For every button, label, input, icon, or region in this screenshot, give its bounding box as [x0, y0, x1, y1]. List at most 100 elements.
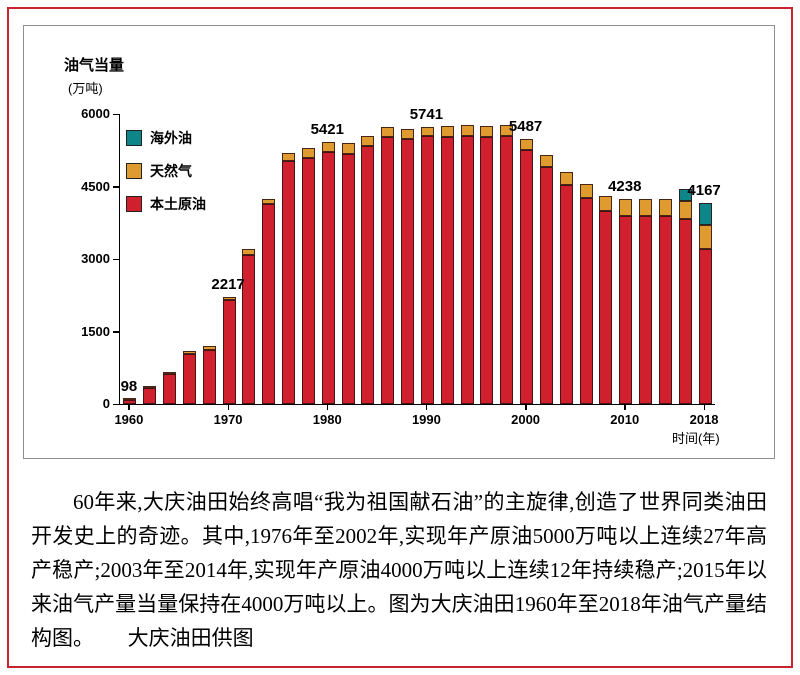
x-tick-mark — [326, 405, 329, 410]
red-border-frame: 油气当量 (万吨) 海外油 天然气 本土原油 时间(年) 0 1500 3000 4500… — [7, 7, 793, 668]
bar-segment — [678, 219, 692, 404]
plot-area — [119, 114, 715, 405]
bar — [460, 125, 474, 404]
bar — [123, 397, 137, 404]
bar — [579, 184, 593, 404]
bar — [539, 155, 553, 404]
y-tick-label: 0 — [102, 396, 110, 411]
bar-segment — [460, 135, 474, 404]
legend-item: 天然气 — [126, 161, 206, 181]
bar-segment — [321, 151, 335, 404]
bar-segment — [282, 152, 296, 161]
bar-segment — [639, 198, 653, 216]
bar-segment — [301, 158, 315, 404]
bar — [182, 350, 196, 404]
caption-paragraph: 60年来,大庆油田始终高唱“我为祖国献石油”的主旋律,创造了世界同类油田开发史上… — [31, 485, 767, 655]
bar-segment — [440, 136, 454, 404]
bar — [599, 196, 613, 404]
bar — [559, 172, 573, 404]
bar-segment — [262, 204, 276, 404]
bar-segment — [639, 215, 653, 404]
bar-value-label: 2217 — [211, 275, 245, 293]
bar-segment — [698, 202, 712, 226]
bar-segment — [242, 255, 256, 404]
bar — [381, 126, 395, 404]
bar-segment — [599, 196, 613, 211]
bar — [480, 125, 494, 404]
bar — [678, 188, 692, 404]
bar-segment — [579, 184, 593, 199]
bar — [440, 126, 454, 404]
bar-segment — [301, 147, 315, 159]
bar-value-label: 5741 — [409, 105, 444, 123]
x-tick-mark — [128, 405, 130, 410]
bar — [619, 199, 633, 404]
bar-segment — [480, 125, 494, 137]
bar — [262, 198, 276, 404]
chart-legend: 海外油天然气本土原油 — [126, 128, 206, 227]
x-tick-label: 2000 — [511, 412, 541, 427]
bar-segment — [163, 374, 177, 404]
legend-label: 本土原油 — [150, 196, 206, 212]
bar-segment — [202, 350, 216, 404]
y-axis-unit: (万吨) — [68, 81, 103, 96]
bar-segment — [361, 135, 375, 147]
bar-segment — [658, 216, 672, 404]
bar-segment — [599, 210, 613, 404]
y-tick-label: 1500 — [81, 323, 110, 339]
bar — [282, 152, 296, 404]
x-tick-mark — [703, 405, 706, 410]
y-tick-mark — [113, 258, 119, 260]
bar-segment — [182, 353, 196, 404]
x-axis-title: 时间(年) — [672, 431, 720, 446]
bar — [242, 249, 256, 404]
bar-segment — [678, 201, 692, 220]
bar-value-label: 4238 — [608, 178, 642, 196]
y-tick-mark — [113, 331, 119, 333]
figure-caption: 60年来,大庆油田始终高唱“我为祖国献石油”的主旋律,创造了世界同类油田开发史上… — [31, 485, 767, 655]
bar — [361, 135, 375, 404]
x-tick-mark — [227, 405, 230, 410]
bar-segment — [559, 185, 573, 404]
bar-segment — [698, 225, 712, 250]
bar-segment — [539, 155, 553, 168]
bar-segment — [123, 397, 137, 400]
x-tick-label: 1980 — [312, 412, 342, 427]
bar-segment — [500, 124, 514, 136]
legend-swatch — [126, 163, 142, 179]
legend-item: 海外油 — [126, 128, 206, 148]
bar-segment — [242, 249, 256, 256]
bar — [143, 386, 157, 404]
bar-value-label: 98 — [120, 378, 138, 396]
x-tick-label: 2010 — [610, 412, 640, 427]
legend-label: 海外油 — [150, 130, 192, 146]
x-tick-mark — [425, 405, 428, 410]
bar — [639, 198, 653, 404]
bar-segment — [381, 137, 395, 404]
bar-segment — [619, 199, 633, 216]
bar-segment — [222, 296, 236, 301]
bar-segment — [163, 372, 177, 375]
y-tick-label: 3000 — [81, 251, 110, 266]
y-tick-label: 6000 — [81, 106, 110, 121]
caption-text: 60年来,大庆油田始终高唱“我为祖国献石油”的主旋律,创造了世界同类油田开发史上… — [31, 490, 767, 650]
x-tick-label: 1970 — [213, 412, 243, 427]
caption-credit: 大庆油田供图 — [127, 626, 254, 650]
bar-segment — [658, 198, 672, 217]
bar — [500, 124, 514, 404]
bar — [202, 346, 216, 404]
bar — [163, 372, 177, 404]
bar-segment — [678, 188, 692, 202]
x-tick-label: 1960 — [114, 412, 144, 427]
bar-segment — [520, 150, 534, 404]
bar-segment — [143, 386, 157, 389]
bar-value-label: 5421 — [310, 120, 344, 138]
bar-segment — [341, 143, 355, 154]
bar-segment — [698, 249, 712, 404]
bar-segment — [539, 167, 553, 404]
legend-item: 本土原油 — [126, 194, 206, 214]
chart-panel: 油气当量 (万吨) 海外油 天然气 本土原油 时间(年) 0 1500 3000 4500… — [23, 25, 775, 459]
bar — [341, 143, 355, 404]
x-tick-mark — [525, 405, 527, 410]
